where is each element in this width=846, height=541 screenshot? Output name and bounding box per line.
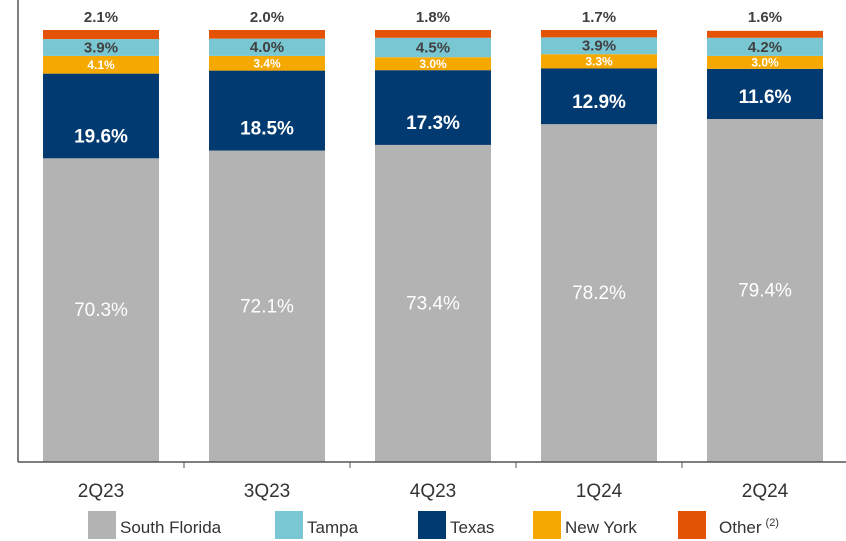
- bar-segment: [209, 150, 325, 462]
- data-label: 3.4%: [253, 56, 281, 70]
- bar-segment: [541, 54, 657, 69]
- bar-segment: [707, 68, 823, 119]
- data-label: 70.3%: [74, 300, 128, 321]
- bar-segment: [43, 30, 159, 40]
- legend-swatch: [678, 511, 706, 539]
- bar-segment: [375, 57, 491, 71]
- legend-name: New York: [565, 518, 637, 537]
- data-label: 19.6%: [74, 126, 128, 147]
- bar-segment: [43, 73, 159, 159]
- bar-segment: [707, 30, 823, 38]
- x-tick-label: 2Q23: [78, 481, 124, 502]
- data-label: 1.7%: [582, 9, 616, 26]
- legend-label: Tampa: [307, 518, 359, 537]
- data-label: 1.8%: [416, 9, 450, 26]
- legend-label: New York: [565, 518, 637, 537]
- bar-segment: [209, 38, 325, 56]
- data-label: 1.6%: [748, 9, 782, 26]
- legend-swatch: [88, 511, 116, 539]
- bar-segment: [209, 55, 325, 71]
- data-label: 79.4%: [738, 281, 792, 302]
- bar-segment: [375, 70, 491, 145]
- bar-segment: [541, 30, 657, 38]
- legend-name: Other: [719, 518, 762, 537]
- legend-footnote: (2): [766, 517, 779, 529]
- bar-segment: [541, 37, 657, 55]
- legend-name: Tampa: [307, 518, 359, 537]
- x-tick-label: 2Q24: [742, 481, 789, 502]
- legend-name: Texas: [450, 518, 494, 537]
- legend-label: Other (2): [719, 517, 779, 538]
- data-label: 18.5%: [240, 119, 294, 140]
- bar-segment: [209, 30, 325, 39]
- data-label: 3.9%: [582, 38, 616, 55]
- data-label: 3.9%: [84, 39, 118, 56]
- data-label: 72.1%: [240, 296, 294, 317]
- bar-segment: [375, 30, 491, 38]
- bar-segment: [541, 124, 657, 463]
- bar-segment: [43, 158, 159, 462]
- legend-label: South Florida: [120, 518, 222, 537]
- bar-segment: [707, 37, 823, 56]
- bar-segment: [43, 39, 159, 56]
- legend-swatch: [418, 511, 446, 539]
- data-label: 2.1%: [84, 9, 118, 26]
- legend-swatch: [275, 511, 303, 539]
- bar-segment: [541, 68, 657, 125]
- bar-segment: [375, 144, 491, 463]
- data-label: 3.0%: [751, 56, 779, 70]
- x-tick-label: 4Q23: [410, 481, 456, 502]
- data-label: 4.0%: [250, 39, 284, 56]
- legend-label: Texas: [450, 518, 494, 537]
- data-label: 3.3%: [585, 54, 613, 68]
- data-label: 11.6%: [739, 87, 792, 108]
- bar-segment: [707, 55, 823, 69]
- data-label: 12.9%: [572, 92, 626, 113]
- data-label: 73.4%: [406, 293, 460, 314]
- data-label: 78.2%: [572, 283, 626, 304]
- x-tick-label: 3Q23: [244, 481, 290, 502]
- x-tick-label: 1Q24: [576, 481, 623, 502]
- data-label: 4.1%: [87, 58, 115, 72]
- bar-segment: [43, 55, 159, 74]
- data-label: 3.0%: [419, 57, 447, 71]
- data-label: 4.5%: [416, 39, 450, 56]
- bar-segment: [375, 37, 491, 58]
- legend-name: South Florida: [120, 518, 222, 537]
- legend-swatch: [533, 511, 561, 539]
- data-label: 4.2%: [748, 39, 782, 56]
- bar-segment: [707, 118, 823, 462]
- bar-segment: [209, 70, 325, 151]
- data-label: 17.3%: [406, 113, 460, 134]
- data-label: 2.0%: [250, 9, 284, 26]
